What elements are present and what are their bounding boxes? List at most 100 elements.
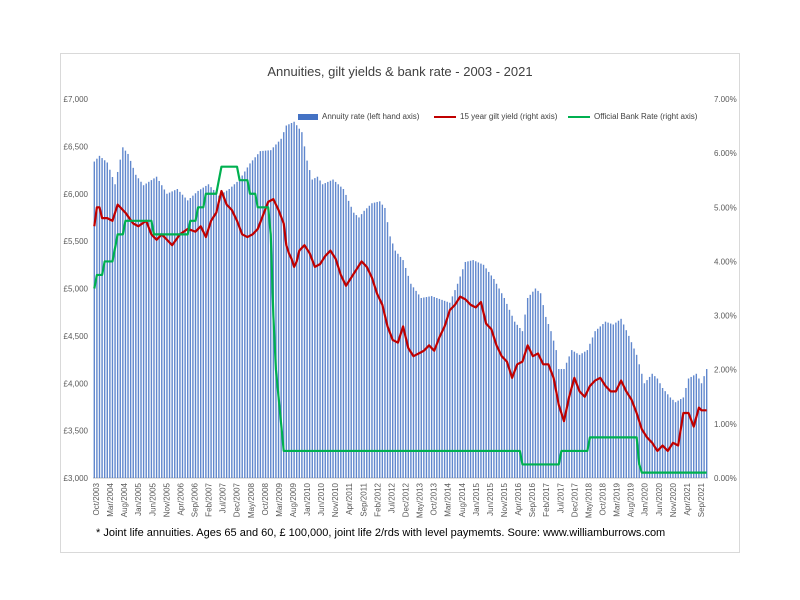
annuity-bar xyxy=(425,297,428,478)
x-axis-tick-label: Feb/2017 xyxy=(542,482,551,516)
annuity-bar xyxy=(412,287,415,478)
x-axis-tick-label: May/2013 xyxy=(416,482,425,518)
annuity-bar xyxy=(254,157,256,478)
annuity-bar xyxy=(262,150,264,478)
annuity-bar xyxy=(220,193,223,479)
annuity-bar xyxy=(552,340,555,478)
annuity-bar xyxy=(314,178,316,478)
gilt-yield-line xyxy=(93,189,707,453)
annuity-bar xyxy=(150,180,153,479)
annuity-bar xyxy=(181,194,184,478)
annuity-bar xyxy=(511,315,513,478)
annuity-bar xyxy=(101,158,103,478)
annuity-bar xyxy=(415,290,417,478)
x-axis-tick-label: Jul/2012 xyxy=(387,482,396,513)
annuity-bar xyxy=(161,185,163,478)
annuity-bar xyxy=(246,167,249,478)
annuity-bar xyxy=(698,378,700,478)
annuity-bar xyxy=(417,294,420,478)
x-axis-tick-label: Dec/2007 xyxy=(233,482,242,517)
annuity-bar xyxy=(293,121,295,479)
annuity-bar xyxy=(563,369,565,478)
annuity-bar xyxy=(137,178,140,478)
x-axis-tick-label: Apr/2016 xyxy=(514,482,523,515)
annuity-bar xyxy=(225,190,228,479)
annuity-bar xyxy=(171,191,173,478)
annuity-bar xyxy=(410,283,412,478)
right-axis-tick-label: 3.00% xyxy=(714,312,737,321)
annuity-bar xyxy=(565,362,568,478)
annuity-bar xyxy=(345,194,347,478)
annuity-bar xyxy=(555,350,557,478)
left-axis-tick-label: £7,000 xyxy=(64,95,89,104)
annuity-bar xyxy=(651,373,653,478)
annuity-bar xyxy=(482,264,485,478)
annuity-bar xyxy=(602,324,604,478)
annuity-bar xyxy=(264,150,267,478)
annuity-bar xyxy=(155,176,158,478)
annuity-bar xyxy=(617,320,620,478)
annuity-bar xyxy=(301,132,303,478)
annuity-bar xyxy=(168,192,171,478)
x-axis-tick-label: Jul/2017 xyxy=(556,482,565,513)
annuity-bar xyxy=(288,124,290,479)
x-axis-tick-label: Aug/2004 xyxy=(120,482,129,517)
annuity-bar xyxy=(521,331,524,478)
annuity-bar xyxy=(545,316,547,478)
x-axis-tick-label: Aug/2019 xyxy=(627,482,636,517)
x-axis-tick-label: Jun/2005 xyxy=(148,482,157,515)
annuity-bar xyxy=(604,321,607,478)
annuity-bar xyxy=(420,297,422,478)
legend-label-gilt: 15 year gilt yield (right axis) xyxy=(460,112,558,121)
annuity-bar xyxy=(308,170,311,478)
annuity-bar xyxy=(661,387,664,478)
annuity-bar xyxy=(233,184,236,478)
annuity-bar xyxy=(519,327,521,478)
annuity-bar xyxy=(96,158,98,478)
left-axis-tick-label: £5,000 xyxy=(64,285,89,294)
annuity-bar xyxy=(407,275,409,478)
annuity-bar xyxy=(423,297,425,478)
x-axis-tick-label: Mar/2004 xyxy=(106,482,115,516)
annuity-bar xyxy=(394,250,397,478)
annuity-bar xyxy=(501,293,503,478)
annuity-bar xyxy=(664,391,666,478)
annuity-bar xyxy=(571,350,573,478)
annuity-bar xyxy=(347,200,350,479)
x-axis-tick-label: Apr/2021 xyxy=(683,482,692,515)
annuity-bar xyxy=(622,324,625,478)
annuity-bar xyxy=(685,387,687,478)
right-axis-tick-label: 7.00% xyxy=(714,95,737,104)
legend-label-annuity: Annuity rate (left hand axis) xyxy=(322,112,420,121)
bank-rate-line xyxy=(93,165,707,474)
annuity-bar xyxy=(371,203,373,479)
x-axis-tick-label: Feb/2007 xyxy=(205,482,214,516)
annuity-bar xyxy=(516,324,518,478)
annuity-bar xyxy=(389,236,391,478)
annuity-bar xyxy=(184,197,186,479)
x-axis-tick-label: Oct/2008 xyxy=(261,482,270,515)
annuity-bar xyxy=(360,214,363,478)
x-axis-tick-label: Oct/2018 xyxy=(599,482,608,515)
annuity-bar xyxy=(231,186,233,478)
annuity-bar xyxy=(109,169,111,478)
annuity-bar xyxy=(321,184,324,478)
x-axis-tick-label: Sep/2021 xyxy=(697,482,706,517)
annuity-bar xyxy=(384,207,386,478)
annuity-bar xyxy=(244,171,246,479)
annuity-bar xyxy=(334,181,337,478)
annuity-bar xyxy=(399,256,402,478)
annuity-bar xyxy=(480,263,482,478)
x-axis-tick-label: May/2018 xyxy=(584,482,593,518)
annuity-bar xyxy=(194,193,197,478)
legend-swatch-annuity xyxy=(298,113,318,120)
annuity-bar xyxy=(103,160,106,478)
annuity-bar xyxy=(547,324,550,478)
annuity-bar xyxy=(145,183,147,478)
annuity-bar xyxy=(467,261,469,478)
annuity-bar xyxy=(257,154,259,478)
annuity-bar xyxy=(449,302,451,478)
x-axis-tick-label: Dec/2017 xyxy=(570,482,579,517)
annuity-bar xyxy=(122,147,124,478)
